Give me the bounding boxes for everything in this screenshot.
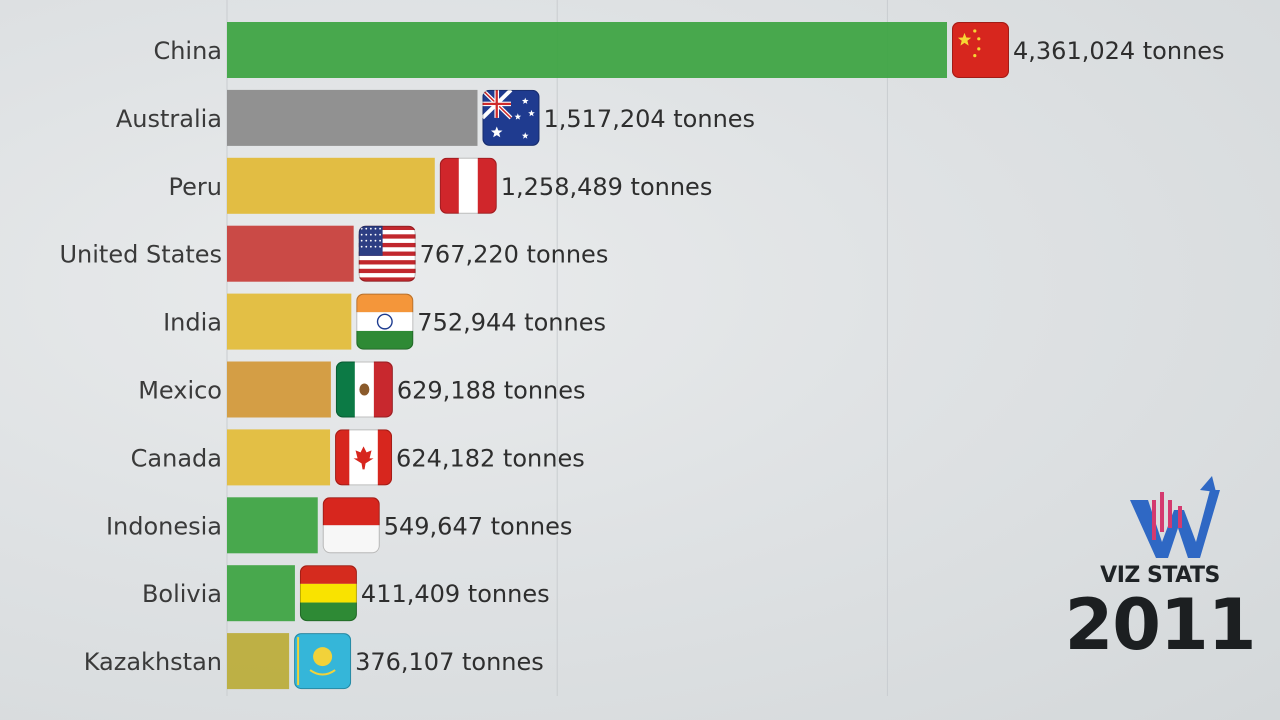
category-label-kazakhstan: Kazakhstan [84,648,222,676]
bar-kazakhstan [227,633,290,690]
bar-bolivia [227,565,295,622]
brand-name: VIZ STATS [1100,563,1220,588]
value-label-canada: 624,182 tonnes [396,444,585,472]
value-labels: 4,361,024 tonnes 1,517,204 tonnes 1,258,48… [355,37,1224,676]
bar-united-states [227,225,354,282]
bar-peru [227,157,435,214]
bar-canada [227,429,331,486]
canada-flag-icon [335,429,393,486]
kazakhstan-flag-icon [294,633,352,690]
category-label-canada: Canada [131,444,222,472]
value-label-china: 4,361,024 tonnes [1013,37,1225,65]
china-flag-icon [952,22,1009,78]
category-label-australia: Australia [116,105,222,133]
united-states-flag-icon [358,225,416,282]
bar-indonesia [227,497,318,554]
category-label-bolivia: Bolivia [142,580,222,608]
value-label-australia: 1,517,204 tonnes [543,105,755,133]
value-label-kazakhstan: 376,107 tonnes [355,648,544,676]
value-label-indonesia: 549,647 tonnes [384,512,573,540]
australia-flag-icon [482,89,540,146]
value-label-india: 752,944 tonnes [417,309,606,337]
category-label-mexico: Mexico [138,377,222,405]
bar-china [227,22,947,78]
value-label-united-states: 767,220 tonnes [420,241,609,269]
bars [227,22,947,690]
india-flag-icon [356,293,414,350]
bar-india [227,293,352,350]
mexico-flag-icon [335,361,393,418]
indonesia-flag-icon [322,497,380,554]
bar-australia [227,89,478,146]
peru-flag-icon [439,157,497,214]
year-label: 2011 [1064,584,1257,666]
value-label-mexico: 629,188 tonnes [397,377,586,405]
value-label-bolivia: 411,409 tonnes [361,580,550,608]
category-label-india: India [163,309,222,337]
category-label-united-states: United States [59,241,222,269]
bar-mexico [227,361,331,418]
category-label-indonesia: Indonesia [106,512,222,540]
flags [294,22,1009,690]
category-label-peru: Peru [169,173,222,201]
value-label-peru: 1,258,489 tonnes [501,173,713,201]
category-label-china: China [153,37,222,65]
bolivia-flag-icon [299,565,357,622]
category-labels: China Australia Peru United States India Mexi… [59,37,222,676]
viz-stats-logo-icon [1130,476,1220,558]
